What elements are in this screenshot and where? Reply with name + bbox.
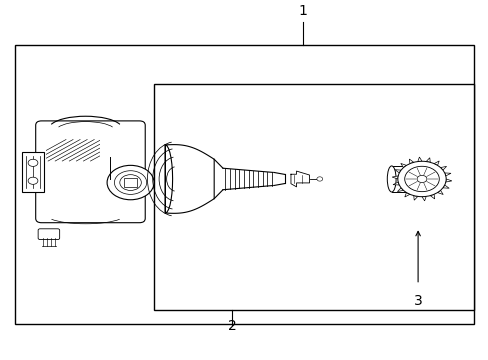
Polygon shape xyxy=(290,171,309,187)
Polygon shape xyxy=(429,194,434,199)
Circle shape xyxy=(416,175,426,183)
Polygon shape xyxy=(274,172,285,185)
Bar xyxy=(154,84,473,310)
Polygon shape xyxy=(408,159,413,164)
Circle shape xyxy=(120,175,141,190)
Polygon shape xyxy=(442,185,448,188)
Polygon shape xyxy=(400,163,406,168)
Circle shape xyxy=(28,177,38,184)
Ellipse shape xyxy=(386,166,395,192)
Polygon shape xyxy=(440,166,446,170)
Polygon shape xyxy=(417,157,421,162)
FancyBboxPatch shape xyxy=(36,121,145,223)
Circle shape xyxy=(114,171,146,194)
Circle shape xyxy=(316,177,322,181)
Circle shape xyxy=(107,165,154,200)
Bar xyxy=(22,152,44,192)
Circle shape xyxy=(397,161,445,197)
Polygon shape xyxy=(426,158,429,162)
Polygon shape xyxy=(223,168,274,190)
Text: 3: 3 xyxy=(413,294,422,308)
Text: 1: 1 xyxy=(298,4,307,18)
Text: 2: 2 xyxy=(227,319,236,333)
Polygon shape xyxy=(421,197,426,201)
Bar xyxy=(124,178,137,187)
Circle shape xyxy=(28,159,38,166)
Polygon shape xyxy=(433,161,438,165)
Circle shape xyxy=(404,166,438,192)
Polygon shape xyxy=(394,170,400,173)
Polygon shape xyxy=(165,145,214,213)
Polygon shape xyxy=(437,190,442,194)
Polygon shape xyxy=(445,179,451,182)
Polygon shape xyxy=(413,195,417,200)
Polygon shape xyxy=(404,193,409,197)
Polygon shape xyxy=(444,173,450,176)
Polygon shape xyxy=(397,188,403,192)
Polygon shape xyxy=(392,182,399,185)
FancyBboxPatch shape xyxy=(38,229,60,239)
Polygon shape xyxy=(391,176,397,179)
Bar xyxy=(15,45,473,324)
